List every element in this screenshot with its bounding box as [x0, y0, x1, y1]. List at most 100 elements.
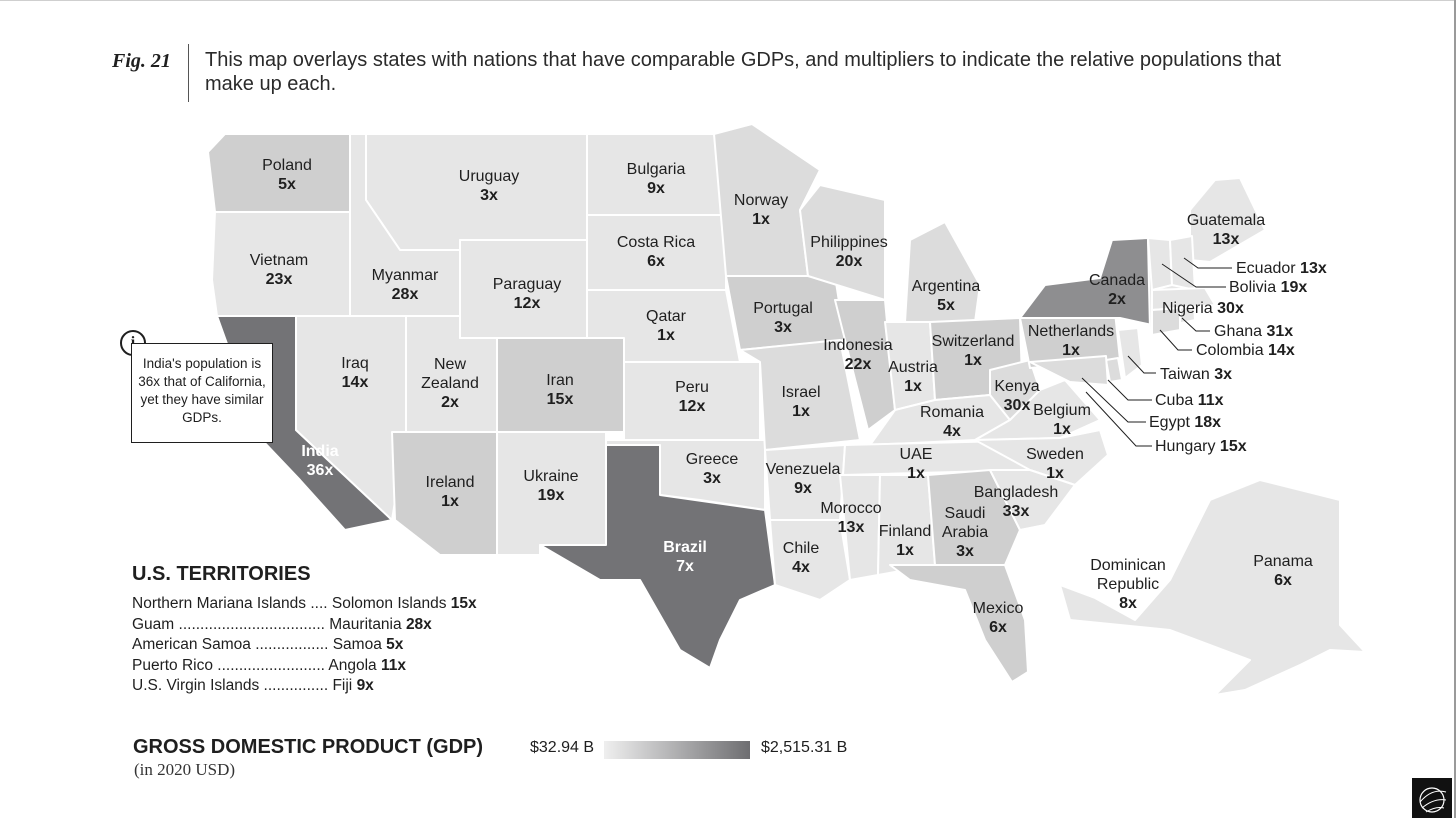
callout-multiplier: 11x	[1197, 392, 1224, 409]
state-label-name: Zealand	[421, 375, 479, 392]
state-label-name: Portugal	[753, 300, 813, 317]
callout-label: Cuba 11x	[1155, 391, 1224, 410]
state-label-multiplier: 6x	[1274, 572, 1292, 589]
publisher-logo	[1412, 778, 1452, 818]
state-label-name: Bangladesh	[973, 484, 1059, 501]
map-states	[207, 123, 1366, 696]
state-label-name: Argentina	[911, 278, 981, 295]
legend-max: $2,515.31 B	[761, 739, 848, 756]
state-label-multiplier: 12x	[678, 398, 706, 415]
state-label-name: Greece	[685, 451, 739, 468]
callout-leaders	[1081, 257, 1232, 447]
state-shape-massachusetts	[1151, 287, 1216, 311]
state-label-name: Dominican	[1090, 557, 1166, 574]
state-label-name: Ireland	[425, 474, 475, 491]
state-label: Sweden 1x	[1026, 445, 1084, 483]
state-label-multiplier: 20x	[835, 253, 863, 270]
state-label-multiplier: 12x	[513, 295, 541, 312]
territory-row: Puerto Rico ......................... An…	[132, 656, 406, 674]
state-label-name: Kenya	[994, 378, 1040, 395]
state-label-multiplier: 30x	[1003, 397, 1031, 414]
state-label-multiplier: 2x	[1108, 291, 1126, 308]
state-label: Israel 1x	[781, 383, 820, 421]
callout-label: Egypt 18x	[1149, 413, 1221, 432]
state-label-multiplier: 1x	[657, 327, 675, 344]
state-label-multiplier: 1x	[904, 378, 922, 395]
callout-multiplier: 3x	[1214, 366, 1233, 383]
state-label-name: Iran	[546, 372, 574, 389]
state-label: Dominican Republic 8x	[1090, 556, 1166, 613]
state-label: Uruguay 3x	[459, 167, 519, 205]
state-label-multiplier: 1x	[964, 352, 982, 369]
state-label-multiplier: 14x	[341, 374, 369, 391]
state-label: India 36x	[301, 442, 338, 480]
state-shape-illinois	[834, 299, 896, 431]
callout-label: Taiwan 3x	[1160, 365, 1232, 384]
callout-label: Hungary 15x	[1155, 437, 1247, 456]
callout-name: Nigeria	[1162, 300, 1218, 317]
figure-divider	[188, 44, 189, 102]
state-shape-south-carolina	[989, 469, 1076, 531]
state-label: Vietnam 23x	[250, 251, 308, 289]
callout-name: Colombia	[1196, 342, 1269, 359]
callout-multiplier: 30x	[1217, 300, 1244, 317]
leader-egypt	[1081, 377, 1146, 423]
state-label: Brazil 7x	[663, 538, 707, 576]
state-label-name: Israel	[781, 384, 821, 401]
state-label: Qatar 1x	[646, 307, 686, 345]
state-label-multiplier: 33x	[1002, 503, 1030, 520]
state-label-name: Romania	[919, 404, 985, 421]
state-label: Argentina 5x	[912, 277, 981, 315]
state-label: Romania 4x	[920, 403, 984, 441]
state-label: New Zealand 2x	[421, 355, 479, 412]
state-label-name: India	[301, 443, 339, 460]
state-label: Portugal 3x	[753, 299, 813, 337]
state-label: Belgium 1x	[1033, 401, 1091, 439]
state-label-name: Philippines	[810, 234, 888, 251]
callout-name: Bolivia	[1229, 279, 1281, 296]
state-label: Netherlands 1x	[1028, 322, 1114, 360]
callout-name: Hungary	[1155, 438, 1220, 455]
state-label-name: New	[433, 356, 467, 373]
state-label-multiplier: 36x	[306, 462, 334, 479]
state-label-multiplier: 1x	[1053, 421, 1071, 438]
state-label-name: Vietnam	[249, 252, 309, 269]
territory-row: U.S. Virgin Islands ............... Fiji…	[132, 677, 374, 694]
state-label: Ukraine 19x	[523, 467, 578, 505]
leader-ecuador	[1183, 257, 1232, 269]
state-label-name: Brazil	[663, 539, 707, 556]
state-label-name: Morocco	[820, 500, 882, 517]
state-label: Finland 1x	[879, 522, 931, 560]
callout-label: Nigeria 30x	[1162, 299, 1244, 318]
state-label-name: Canada	[1088, 272, 1146, 289]
state-label: Ireland 1x	[426, 473, 475, 511]
callout-label: Colombia 14x	[1196, 341, 1295, 360]
state-label-multiplier: 2x	[441, 394, 459, 411]
legend-gradient-bar	[604, 741, 750, 759]
state-label-name: Poland	[262, 157, 312, 174]
callout-multiplier: 13x	[1300, 260, 1327, 277]
state-label: Iran 15x	[546, 371, 574, 409]
legend-subtitle: (in 2020 USD)	[134, 760, 236, 779]
state-label-multiplier: 13x	[1212, 231, 1240, 248]
state-label-multiplier: 7x	[676, 558, 694, 575]
state-label-multiplier: 15x	[546, 391, 574, 408]
state-label-name: Bulgaria	[626, 161, 686, 178]
state-shape-texas	[539, 444, 776, 669]
state-label-name: Mexico	[972, 600, 1024, 617]
state-label-name: Netherlands	[1027, 323, 1115, 340]
state-label-multiplier: 9x	[794, 480, 812, 497]
leader-ghana	[1181, 317, 1210, 332]
state-label-name: Qatar	[645, 308, 687, 325]
state-shape-georgia	[927, 469, 1021, 566]
state-label: Philippines 20x	[810, 233, 887, 271]
state-shape-louisiana	[769, 519, 851, 601]
callout-multiplier: 15x	[1219, 438, 1247, 455]
state-label-name: Venezuela	[765, 461, 841, 478]
small-states	[1029, 235, 1216, 386]
state-shape-vermont	[1147, 237, 1173, 291]
callout-multiplier: 31x	[1266, 323, 1294, 340]
state-label-multiplier: 3x	[774, 319, 792, 336]
state-label: Peru 12x	[675, 378, 709, 416]
callout-label: Ghana 31x	[1214, 322, 1293, 341]
